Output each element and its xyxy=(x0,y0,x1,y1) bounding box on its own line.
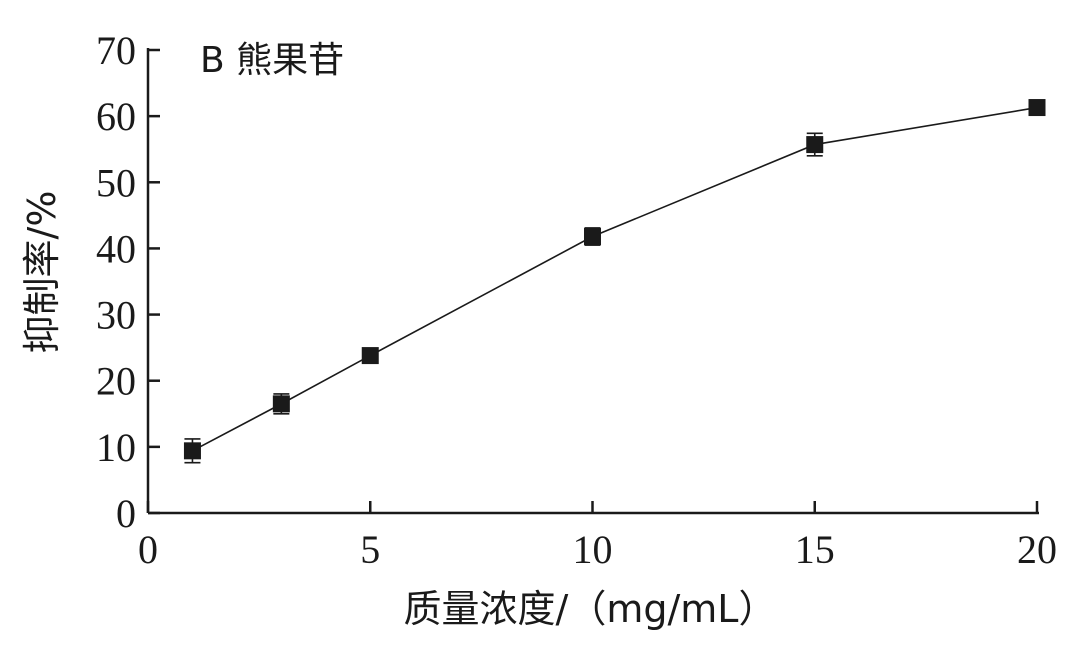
square-marker xyxy=(584,228,601,246)
y-tick-label: 70 xyxy=(96,28,136,73)
data-point xyxy=(361,347,379,365)
y-axis-title: 抑制率/% xyxy=(20,191,64,354)
x-tick-label: 15 xyxy=(795,527,835,572)
square-marker xyxy=(183,442,201,460)
y-tick-label: 0 xyxy=(116,491,136,536)
y-tick-label: 30 xyxy=(96,293,136,338)
x-tick-label: 0 xyxy=(138,527,158,572)
plot-area xyxy=(183,99,1046,464)
y-tick-label: 60 xyxy=(96,94,136,139)
square-marker xyxy=(1028,99,1046,117)
x-axis-title: 质量浓度/（mg/mL） xyxy=(404,587,777,631)
series-line xyxy=(192,106,1038,452)
square-marker xyxy=(806,136,824,154)
y-ticks: 0 10 20 30 40 50 60 70 xyxy=(96,28,160,536)
data-point xyxy=(806,132,824,157)
square-marker xyxy=(272,395,290,413)
data-point xyxy=(1028,99,1046,117)
y-tick-label: 50 xyxy=(96,160,136,205)
y-tick-label: 10 xyxy=(96,425,136,470)
square-marker xyxy=(361,347,379,365)
x-tick-label: 10 xyxy=(573,527,613,572)
data-point xyxy=(272,393,290,415)
y-tick-label: 20 xyxy=(96,359,136,404)
data-point xyxy=(584,227,601,246)
x-tick-label: 20 xyxy=(1017,527,1057,572)
panel-label: B 熊果苷 xyxy=(200,40,344,81)
y-tick-label: 40 xyxy=(96,226,136,271)
axes: 0 10 20 30 40 50 60 70 0 5 10 15 20 xyxy=(96,28,1057,572)
x-ticks: 0 5 10 15 20 xyxy=(138,501,1057,572)
data-point xyxy=(183,438,201,464)
x-tick-label: 5 xyxy=(360,527,380,572)
